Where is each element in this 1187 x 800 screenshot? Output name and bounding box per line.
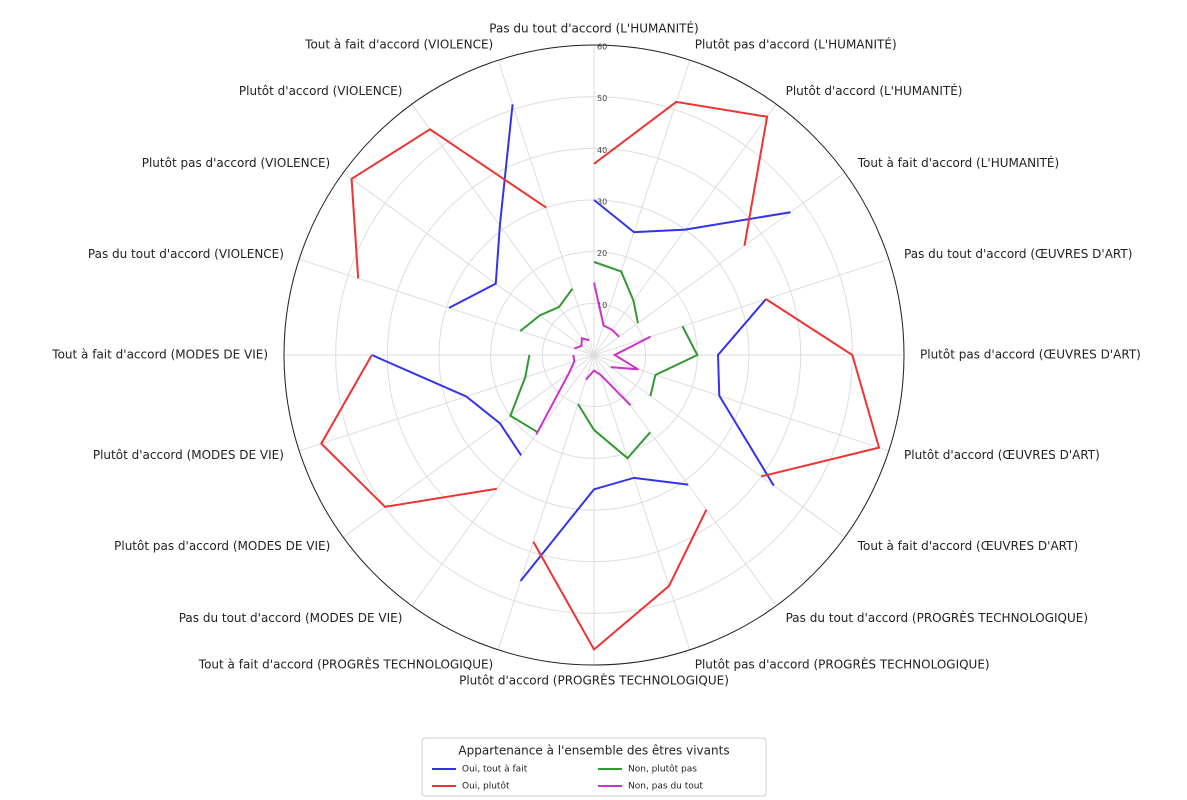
category-label: Pas du tout d'accord (PROGRÈS TECHNOLOGI… [786,610,1088,625]
series-line [519,476,689,582]
category-label: Tout à fait d'accord (PROGRÈS TECHNOLOGI… [198,657,493,672]
spoke [593,354,691,650]
legend-label: Oui, plutôt [462,781,510,792]
category-label: Plutôt d'accord (L'HUMANITÉ) [786,83,963,98]
category-label: Pas du tout d'accord (VIOLENCE) [88,247,284,261]
spoke [299,258,595,356]
series-line [593,199,791,234]
spoke [593,258,889,356]
category-label: Tout à fait d'accord (ŒUVRES D'ART) [857,539,1078,553]
series-line [519,288,574,332]
series-line [593,282,620,338]
spoke [299,354,595,452]
series-line [448,104,514,309]
r-tick-label: 10 [597,301,607,310]
series-line [509,354,539,434]
r-tick-label: 20 [597,249,607,258]
category-label: Tout à fait d'accord (VIOLENCE) [304,37,493,51]
r-tick-label: 30 [597,198,607,207]
category-label: Pas du tout d'accord (L'HUMANITÉ) [489,21,698,36]
category-label: Plutôt pas d'accord (ŒUVRES D'ART) [920,348,1141,362]
series-line [593,100,769,246]
frame [283,44,905,666]
category-label: Plutôt pas d'accord (MODES DE VIE) [114,539,330,553]
category-label: Tout à fait d'accord (MODES DE VIE) [51,348,268,362]
series-line [760,298,881,478]
spoke [593,354,777,607]
spoke [411,354,595,607]
category-label: Plutôt pas d'accord (VIOLENCE) [142,156,331,170]
series-line [532,509,708,652]
spoke [593,354,889,452]
legend-title: Appartenance à l'ensemble des êtres viva… [458,744,729,758]
spoke [342,354,595,538]
r-tick-label: 50 [597,94,607,103]
spoke [497,354,595,650]
spoke [593,60,691,356]
series-line [716,298,775,487]
spoke [411,103,595,356]
series-line [577,403,651,460]
series-line [585,369,632,406]
category-label: Pas du tout d'accord (ŒUVRES D'ART) [904,247,1132,261]
legend-label: Non, pas du tout [628,782,703,792]
category-label: Plutôt pas d'accord (L'HUMANITÉ) [695,36,897,51]
series-line [535,354,576,435]
spoke [593,172,846,356]
category-label: Pas du tout d'accord (MODES DE VIE) [179,611,403,625]
series-line [593,261,639,324]
spoke [342,172,595,356]
legend-box [421,737,767,797]
series-line [371,354,522,456]
series-line [649,325,699,397]
spoke [593,354,846,538]
r-tick-label: 60 [597,43,607,52]
series-line [573,336,590,350]
category-label: Plutôt d'accord (ŒUVRES D'ART) [904,448,1100,462]
category-label: Plutôt pas d'accord (PROGRÈS TECHNOLOGIQ… [695,657,990,672]
category-label: Plutôt d'accord (MODES DE VIE) [93,448,284,462]
r-tick-label: 40 [597,146,607,155]
category-label: Tout à fait d'accord (L'HUMANITÉ) [857,155,1059,170]
legend-label: Oui, tout à fait [462,765,528,775]
series-line [610,335,651,371]
category-label: Plutôt d'accord (PROGRÈS TECHNOLOGIQUE) [459,673,729,688]
series-line [320,354,497,508]
series-line [350,128,547,279]
legend-label: Non, plutôt pas [628,764,697,775]
category-label: Plutôt d'accord (VIOLENCE) [239,84,402,98]
